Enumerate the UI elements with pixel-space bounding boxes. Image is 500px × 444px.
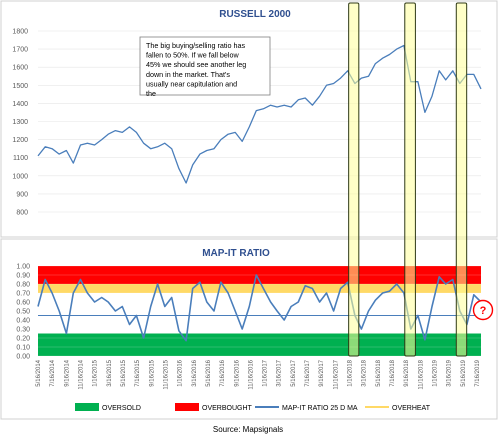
x-tick-label: 5/16/2015 [121,359,127,386]
top-y-tick-label: 1500 [12,83,28,90]
legend-swatch [75,403,99,411]
bottom-y-tick-label: 0.70 [16,290,30,297]
top-y-tick-label: 1100 [13,155,28,162]
x-tick-label: 3/16/2017 [277,359,283,386]
x-tick-label: 7/16/2017 [305,359,311,386]
x-tick-label: 11/16/2017 [333,359,339,389]
annotation-line: down in the market. That's [146,70,230,79]
bottom-y-tick-label: 0.80 [16,281,30,288]
x-tick-label: 7/16/2018 [390,359,396,386]
x-tick-label: 3/16/2019 [447,359,453,386]
x-tick-label: 3/16/2015 [107,359,113,386]
annotation-box-frame [139,36,271,96]
bottom-y-tick-label: 0.40 [16,317,30,324]
annotation-line: 45% we should see another leg [146,60,246,69]
top-y-tick-label: 1400 [12,101,28,108]
bottom-y-tick-label: 1.00 [16,263,30,270]
bottom-y-tick-label: 0.90 [16,272,30,279]
question-marker: ? [472,299,494,321]
annotation-line: The big buying/selling ratio has [146,41,245,50]
bottom-chart-title: MAP-IT RATIO [202,248,270,259]
x-tick-label: 11/16/2015 [164,359,170,389]
top-y-tick-label: 1600 [12,65,28,72]
top-panel [0,0,498,238]
annotation-line: fallen to 50%. If we fall below [146,51,239,60]
top-y-tick-label: 900 [16,191,28,198]
x-tick-label: 3/16/2016 [192,359,198,386]
x-tick-label: 9/16/2014 [64,359,70,386]
x-tick-label: 1/16/2015 [93,359,99,386]
x-tick-label: 7/16/2014 [50,359,56,386]
bottom-y-tick-label: 0.30 [16,326,30,333]
x-tick-label: 9/16/2017 [319,359,325,386]
bottom-bands [38,266,481,356]
top-y-tick-label: 800 [16,210,28,217]
annotation-text: The big buying/selling ratio has fallen t… [146,41,246,98]
x-tick-label: 5/16/2019 [461,359,467,386]
top-chart-title: RUSSELL 2000 [219,9,291,20]
x-tick-label: 11/16/2014 [79,359,85,389]
legend-label: OVERBOUGHT [202,405,253,412]
question-marker-symbol: ? [480,305,487,317]
bottom-y-tick-labels: 0.00 0.10 0.20 0.30 0.40 0.50 0.60 0.70 0.80 0.90… [16,263,30,360]
x-tick-label: 11/16/2018 [418,359,424,389]
band-oversold [38,333,481,356]
highlight-region [455,2,468,357]
band-overheat [38,284,481,293]
legend-label: OVERHEAT [392,405,431,412]
top-y-tick-label: 1200 [12,137,28,144]
legend-label: OVERSOLD [102,405,141,412]
bottom-x-tick-labels: 5/16/2014 7/16/2014 9/16/2014 11/16/2014 1/1… [36,359,481,389]
legend-swatch [175,403,199,411]
bottom-y-tick-label: 0.10 [16,344,30,351]
x-tick-label: 7/16/2015 [135,359,141,386]
x-tick-label: 1/16/2018 [348,359,354,386]
highlight-regions [348,2,468,357]
x-tick-label: 9/16/2018 [404,359,410,386]
top-y-tick-label: 1300 [12,119,28,126]
x-tick-label: 11/16/2016 [248,359,254,389]
x-tick-label: 5/16/2014 [36,359,42,386]
legend: OVERSOLD OVERBOUGHT MAP-IT RATIO 25 D MA OV… [75,403,431,412]
highlight-region [404,2,416,357]
top-y-tick-label: 1000 [12,173,28,180]
bottom-y-tick-label: 0.20 [16,335,30,342]
x-tick-label: 1/16/2017 [263,359,269,386]
question-marker-circle [472,299,494,321]
x-tick-label: 3/16/2018 [362,359,368,386]
top-y-tick-labels: 800 900 1000 1100 1200 1300 1400 1500 1600 1700 18… [12,29,28,217]
x-tick-label: 7/16/2016 [220,359,226,386]
annotation-line: usually near capitulation and [146,79,237,88]
x-tick-label: 5/16/2017 [291,359,297,386]
x-tick-label: 9/16/2015 [149,359,155,386]
x-tick-label: 9/16/2016 [234,359,240,386]
annotation-line: the [146,89,156,98]
bottom-y-tick-label: 0.00 [16,353,30,360]
annotation-box: The big buying/selling ratio has fallen t… [139,36,271,98]
band-overbought [38,266,481,284]
x-tick-label: 7/16/2019 [475,359,481,386]
source-note: Source: Mapsignals [213,425,283,434]
x-tick-label: 5/16/2018 [376,359,382,386]
top-y-tick-label: 1700 [12,47,28,54]
x-tick-label: 1/16/2016 [178,359,184,386]
bottom-y-tick-label: 0.60 [16,299,30,306]
x-tick-label: 5/16/2016 [206,359,212,386]
x-tick-label: 1/16/2019 [433,359,439,386]
highlight-region [348,2,360,357]
top-y-tick-label: 1800 [12,29,28,36]
bottom-y-tick-label: 0.50 [16,308,30,315]
legend-label: MAP-IT RATIO 25 D MA [282,405,358,412]
